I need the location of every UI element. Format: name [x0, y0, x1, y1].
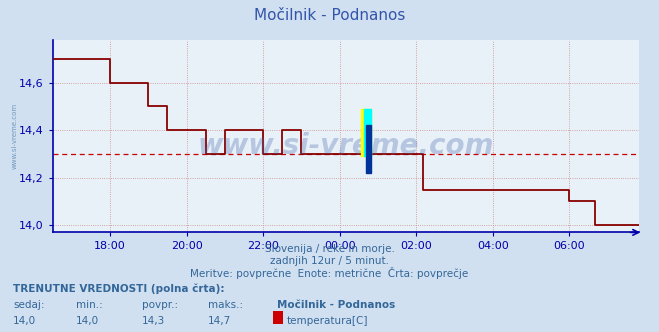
Text: min.:: min.:: [76, 300, 103, 310]
Text: Močilnik - Podnanos: Močilnik - Podnanos: [277, 300, 395, 310]
Text: www.si-vreme.com: www.si-vreme.com: [198, 132, 494, 160]
Bar: [364, 109, 372, 156]
Text: Meritve: povprečne  Enote: metrične  Črta: povprečje: Meritve: povprečne Enote: metrične Črta:…: [190, 267, 469, 279]
Text: 14,0: 14,0: [13, 316, 36, 326]
Bar: [366, 125, 372, 173]
Text: zadnjih 12ur / 5 minut.: zadnjih 12ur / 5 minut.: [270, 256, 389, 266]
Text: Slovenija / reke in morje.: Slovenija / reke in morje.: [264, 244, 395, 254]
Text: povpr.:: povpr.:: [142, 300, 178, 310]
Text: www.si-vreme.com: www.si-vreme.com: [12, 103, 18, 169]
Text: Močilnik - Podnanos: Močilnik - Podnanos: [254, 8, 405, 23]
Text: sedaj:: sedaj:: [13, 300, 45, 310]
Text: 14,3: 14,3: [142, 316, 165, 326]
Text: 14,7: 14,7: [208, 316, 231, 326]
Text: temperatura[C]: temperatura[C]: [287, 316, 368, 326]
Text: maks.:: maks.:: [208, 300, 243, 310]
Bar: [360, 109, 372, 156]
Text: TRENUTNE VREDNOSTI (polna črta):: TRENUTNE VREDNOSTI (polna črta):: [13, 284, 225, 294]
Text: 14,0: 14,0: [76, 316, 99, 326]
